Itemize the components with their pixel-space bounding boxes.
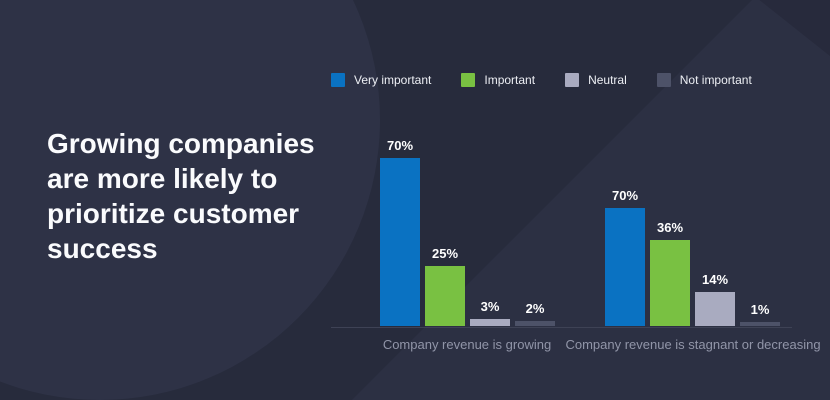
chart-title: Growing companies are more likely to pri… xyxy=(47,128,315,264)
legend-label: Not important xyxy=(679,73,752,87)
bar xyxy=(740,322,780,326)
bar xyxy=(515,321,555,326)
legend-item-very-important: Very important xyxy=(331,73,431,87)
category-label-revenue-growing: Company revenue is growing xyxy=(382,337,552,352)
bar-value-label: 25% xyxy=(431,246,459,261)
bar-value-label: 3% xyxy=(480,299,500,314)
bar-value-label: 70% xyxy=(611,188,639,203)
legend-item-neutral: Neutral xyxy=(565,73,627,87)
bar-value-label: 1% xyxy=(750,302,770,317)
legend-swatch-very-important xyxy=(331,73,345,87)
bar-very-important: 70% xyxy=(605,188,645,326)
bar-value-label: 2% xyxy=(525,301,545,316)
legend-swatch-not-important xyxy=(656,73,671,87)
legend-label: Very important xyxy=(354,73,432,87)
bar-neutral: 3% xyxy=(470,299,510,326)
bar xyxy=(425,266,465,326)
legend-item-not-important: Not important xyxy=(656,73,752,87)
bar-value-label: 70% xyxy=(386,138,414,153)
legend-item-important: Important xyxy=(461,73,535,87)
category-label-revenue-stagnant: Company revenue is stagnant or decreasin… xyxy=(565,337,821,352)
bar-important: 25% xyxy=(425,246,465,326)
bar-not-important: 1% xyxy=(740,302,780,326)
x-axis-line xyxy=(331,327,792,328)
bar-neutral: 14% xyxy=(695,272,735,326)
legend-label: Neutral xyxy=(588,73,627,87)
bar-group-revenue-stagnant: 70% 36% 14% 1% xyxy=(605,188,780,326)
bar xyxy=(470,319,510,326)
legend-swatch-important xyxy=(461,73,476,87)
bar xyxy=(380,158,420,326)
bar-important: 36% xyxy=(650,220,690,326)
bar xyxy=(605,208,645,326)
legend-label: Important xyxy=(484,73,536,87)
bar-not-important: 2% xyxy=(515,301,555,326)
bar-value-label: 36% xyxy=(656,220,684,235)
legend-swatch-neutral xyxy=(565,73,580,87)
legend: Very important Important Neutral Not imp… xyxy=(331,73,752,87)
bar-very-important: 70% xyxy=(380,138,420,326)
bar xyxy=(695,292,735,326)
bar-value-label: 14% xyxy=(701,272,729,287)
bar-group-revenue-growing: 70% 25% 3% 2% xyxy=(380,138,555,326)
bar xyxy=(650,240,690,326)
